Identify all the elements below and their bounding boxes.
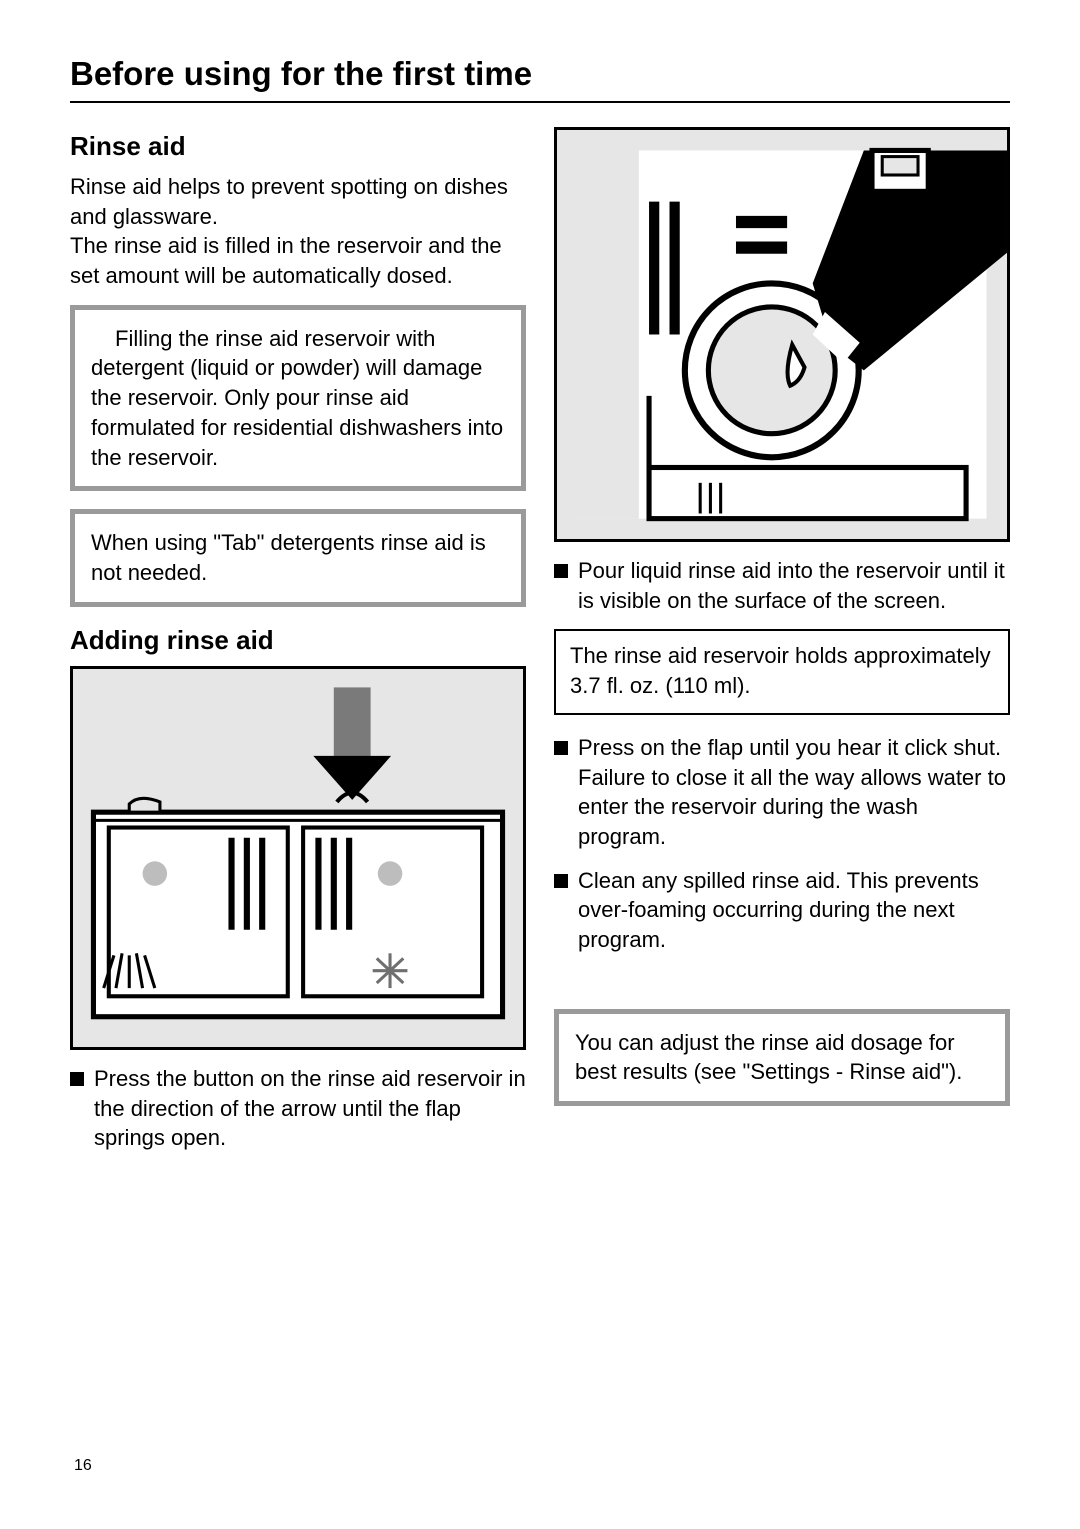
bullet-icon <box>554 741 568 755</box>
figure-dispenser-button <box>70 666 526 1050</box>
tab-detergent-callout: When using "Tab" detergents rinse aid is… <box>70 509 526 606</box>
step-press-button: Press the button on the rinse aid reserv… <box>70 1064 526 1153</box>
warning-text: Filling the rinse aid reservoir with det… <box>91 324 505 472</box>
step-clean-spill: Clean any spilled rinse aid. This preven… <box>554 866 1010 955</box>
two-column-layout: Rinse aid Rinse aid helps to prevent spo… <box>70 127 1010 1167</box>
rinse-aid-intro: Rinse aid helps to prevent spotting on d… <box>70 172 526 291</box>
capacity-callout: The rinse aid reservoir holds approximat… <box>554 629 1010 714</box>
figure-pour-rinse-aid <box>554 127 1010 542</box>
adjust-dosage-text: You can adjust the rinse aid dosage for … <box>575 1028 989 1087</box>
page-number: 16 <box>74 1457 92 1475</box>
capacity-text: The rinse aid reservoir holds approximat… <box>570 641 994 700</box>
step-pour-liquid-text: Pour liquid rinse aid into the reservoir… <box>578 556 1010 615</box>
spacer <box>554 969 1010 1009</box>
bullet-icon <box>554 874 568 888</box>
bullet-icon <box>554 564 568 578</box>
step-clean-spill-text: Clean any spilled rinse aid. This preven… <box>578 866 1010 955</box>
step-press-button-text: Press the button on the rinse aid reserv… <box>94 1064 526 1153</box>
bullet-icon <box>70 1072 84 1086</box>
adjust-dosage-callout: You can adjust the rinse aid dosage for … <box>554 1009 1010 1106</box>
pour-illustration-icon <box>557 130 1007 539</box>
dispenser-illustration-icon <box>73 669 523 1047</box>
step-press-flap: Press on the flap until you hear it clic… <box>554 733 1010 852</box>
page: Before using for the first time Rinse ai… <box>70 55 1010 1475</box>
rinse-aid-heading: Rinse aid <box>70 131 526 162</box>
page-title: Before using for the first time <box>70 55 1010 93</box>
tab-detergent-text: When using "Tab" detergents rinse aid is… <box>91 528 505 587</box>
left-column: Rinse aid Rinse aid helps to prevent spo… <box>70 127 526 1167</box>
warning-callout: Filling the rinse aid reservoir with det… <box>70 305 526 491</box>
adding-rinse-aid-heading: Adding rinse aid <box>70 625 526 656</box>
step-press-flap-text: Press on the flap until you hear it clic… <box>578 733 1010 852</box>
right-column: Pour liquid rinse aid into the reservoir… <box>554 127 1010 1167</box>
title-rule <box>70 101 1010 103</box>
step-pour-liquid: Pour liquid rinse aid into the reservoir… <box>554 556 1010 615</box>
